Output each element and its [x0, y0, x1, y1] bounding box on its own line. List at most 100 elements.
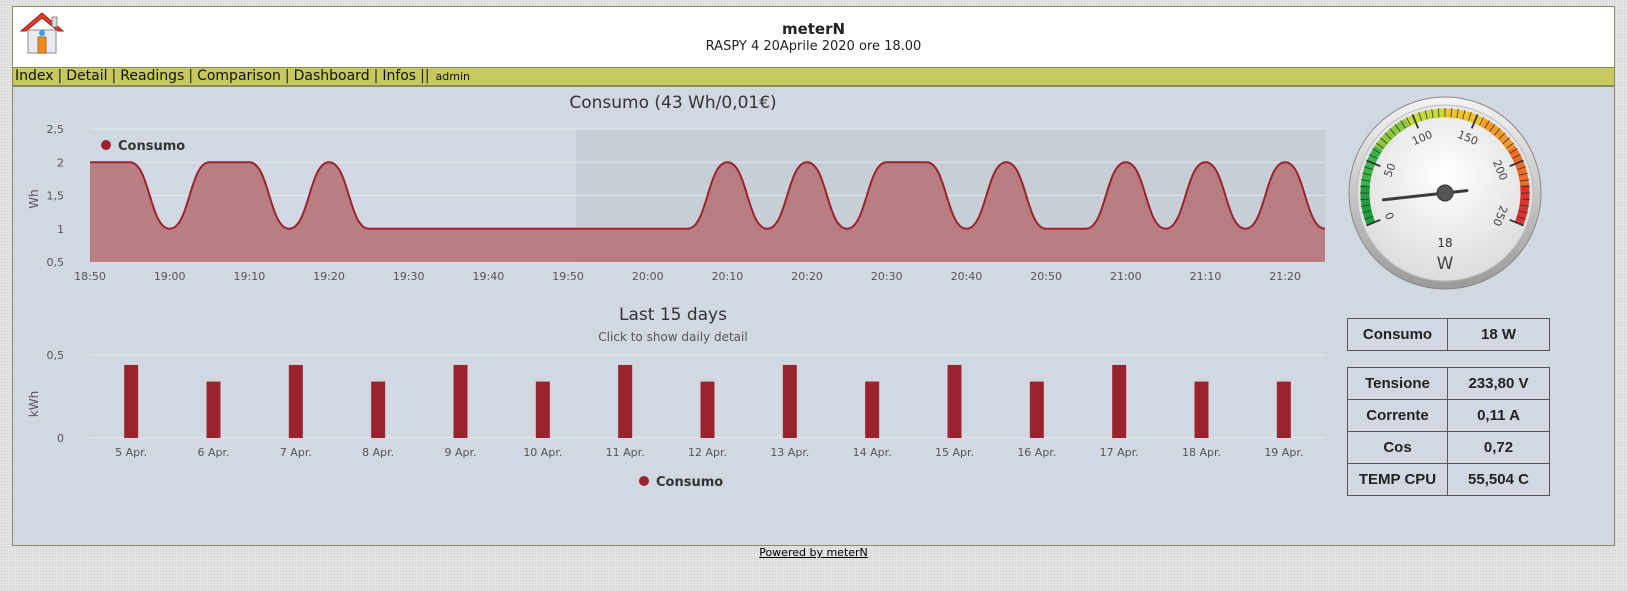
bar-consumo[interactable]: [1276, 381, 1291, 438]
table-row: Cos 0,72: [1347, 431, 1550, 464]
gauge-tick: [1518, 210, 1528, 214]
nav-detail[interactable]: Detail: [66, 68, 108, 84]
gauge-tick: [1384, 132, 1392, 140]
area-series-line: [89, 161, 1326, 230]
bar-consumo[interactable]: [782, 364, 797, 438]
gauge-tick: [1520, 198, 1530, 201]
gauge-tick: [1512, 154, 1521, 159]
gauge-tick: [1484, 120, 1490, 129]
area-y-axis-label: Wh: [27, 189, 41, 208]
area-legend-label[interactable]: Consumo: [118, 139, 185, 154]
nav-separator: |: [284, 68, 290, 84]
bar-x-tick-label: 8 Apr.: [362, 446, 394, 459]
gauge-tick: [1394, 123, 1401, 132]
bar-x-tick-label: 13 Apr.: [770, 446, 809, 459]
gauge-color-band: [1360, 177, 1371, 186]
bar-consumo[interactable]: [453, 364, 468, 438]
bar-consumo[interactable]: [865, 381, 880, 438]
area-x-tick-label: 19:20: [313, 270, 345, 283]
area-x-tick-label: 19:10: [234, 270, 266, 283]
bar-chart-title: Last 15 days: [619, 305, 727, 325]
gauge-scale-label: 0: [1383, 210, 1398, 221]
bar-x-tick-label: 18 Apr.: [1182, 446, 1221, 459]
gauge-tick: [1518, 172, 1528, 176]
gauge-tick: [1509, 159, 1524, 168]
gauge-tick: [1468, 112, 1472, 121]
consumo-label: Consumo: [1347, 318, 1448, 351]
gauge-tick: [1362, 172, 1372, 176]
bar-consumo[interactable]: [1112, 364, 1127, 438]
area-x-tick-label: 19:00: [154, 270, 186, 283]
bar-legend-marker: [639, 476, 649, 486]
last-15-days-bar-chart[interactable]: Last 15 days Click to show daily detail …: [13, 297, 1353, 527]
gauge-scale-label: 50: [1381, 161, 1398, 179]
gauge-color-band: [1516, 210, 1528, 220]
gauge-tick: [1418, 112, 1422, 121]
bar-consumo[interactable]: [1194, 381, 1209, 438]
header: meterN RASPY 4 20Aprile 2020 ore 18.00: [12, 6, 1615, 67]
area-x-tick-label: 20:00: [632, 270, 664, 283]
nav-dashboard[interactable]: Dashboard: [293, 68, 370, 84]
gauge-unit: W: [1437, 254, 1454, 274]
area-x-tick-label: 19:50: [552, 270, 584, 283]
gauge-tick: [1520, 185, 1530, 188]
gauge-tick: [1456, 108, 1459, 118]
tensione-value: 233,80 V: [1447, 367, 1550, 400]
gauge-tick: [1509, 148, 1518, 154]
temp-cpu-label: TEMP CPU: [1347, 463, 1448, 496]
gauge-value: 18: [1437, 236, 1452, 250]
gauge-tick: [1364, 166, 1373, 170]
gauge-tick: [1375, 142, 1384, 149]
gauge-tick: [1360, 204, 1370, 207]
nav-user[interactable]: admin: [435, 70, 471, 83]
gauge-tick: [1509, 218, 1524, 227]
gauge-tick: [1462, 110, 1466, 120]
area-x-tick-label: 21:20: [1269, 270, 1301, 283]
gauge-color-band: [1514, 216, 1526, 226]
table-row: Corrente 0,11 A: [1347, 399, 1550, 432]
gauge-tick: [1424, 110, 1428, 120]
bar-chart-subtitle[interactable]: Click to show daily detail: [598, 330, 747, 344]
nav-readings[interactable]: Readings: [120, 68, 185, 84]
gauge-tick: [1362, 210, 1372, 214]
area-legend-marker: [101, 140, 111, 150]
bar-consumo[interactable]: [535, 381, 550, 438]
nav-index[interactable]: Index: [15, 68, 54, 84]
footer-link[interactable]: Powered by meterN: [759, 546, 868, 559]
consumption-area-chart[interactable]: Consumo (43 Wh/0,01€) 2,5 2 1,5 1 0,5 18:50 19…: [13, 87, 1353, 292]
bar-consumo[interactable]: [1029, 381, 1044, 438]
gauge-hub: [1436, 184, 1454, 202]
bar-legend-label[interactable]: Consumo: [656, 475, 723, 490]
bar-consumo[interactable]: [700, 381, 715, 438]
bar-x-tick-label: 11 Apr.: [606, 446, 645, 459]
app-subtitle: RASPY 4 20Aprile 2020 ore 18.00: [705, 39, 922, 54]
nav-separator: |: [373, 68, 379, 84]
area-y-tick-label: 1,5: [47, 190, 65, 203]
bar-consumo[interactable]: [947, 364, 962, 438]
bar-consumo[interactable]: [124, 364, 139, 438]
bar-x-tick-label: 14 Apr.: [853, 446, 892, 459]
gauge-tick: [1498, 132, 1506, 140]
nav-separator: |: [188, 68, 194, 84]
house-icon[interactable]: [19, 11, 65, 55]
gauge-tick: [1506, 142, 1515, 149]
gauge-tick: [1369, 154, 1378, 159]
gauge-tick: [1470, 114, 1479, 129]
corrente-value: 0,11 A: [1447, 399, 1550, 432]
bar-x-tick-label: 17 Apr.: [1100, 446, 1139, 459]
gauge-tick: [1400, 120, 1406, 129]
area-x-tick-label: 19:30: [393, 270, 425, 283]
gauge-tick: [1366, 159, 1381, 168]
bar-consumo[interactable]: [618, 364, 633, 438]
bar-y-axis-label: kWh: [27, 391, 41, 417]
gauge-color-band: [1361, 170, 1373, 180]
bar-consumo[interactable]: [288, 364, 303, 438]
bar-consumo[interactable]: [206, 381, 221, 438]
nav-comparison[interactable]: Comparison: [197, 68, 281, 84]
bar-consumo[interactable]: [371, 381, 386, 438]
nav-infos[interactable]: Infos: [382, 68, 417, 84]
consumo-table: Consumo 18 W: [1347, 318, 1550, 351]
bar-x-tick-label: 6 Apr.: [197, 446, 229, 459]
bar-x-tick-label: 5 Apr.: [115, 446, 147, 459]
